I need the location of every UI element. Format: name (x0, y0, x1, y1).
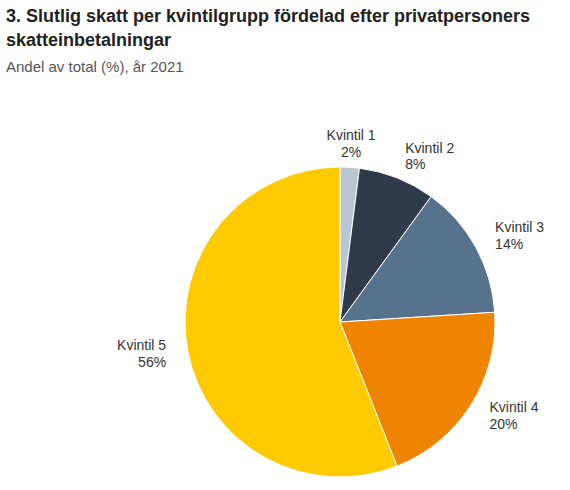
svg-text:Kvintil 12%: Kvintil 12% (327, 127, 376, 160)
html-text:Andel av total (%), år 2021: Andel av total (%), år 2021 (6, 58, 184, 75)
svg-text:Kvintil 556%: Kvintil 556% (117, 337, 166, 370)
html-text:3. Slutlig skatt per kvintilgr: 3. Slutlig skatt per kvintilgrupp fördel… (6, 6, 531, 50)
svg-text:Kvintil 420%: Kvintil 420% (489, 399, 538, 432)
svg-text:Kvintil 28%: Kvintil 28% (405, 140, 454, 173)
svg-text:Kvintil 314%: Kvintil 314% (495, 219, 544, 252)
